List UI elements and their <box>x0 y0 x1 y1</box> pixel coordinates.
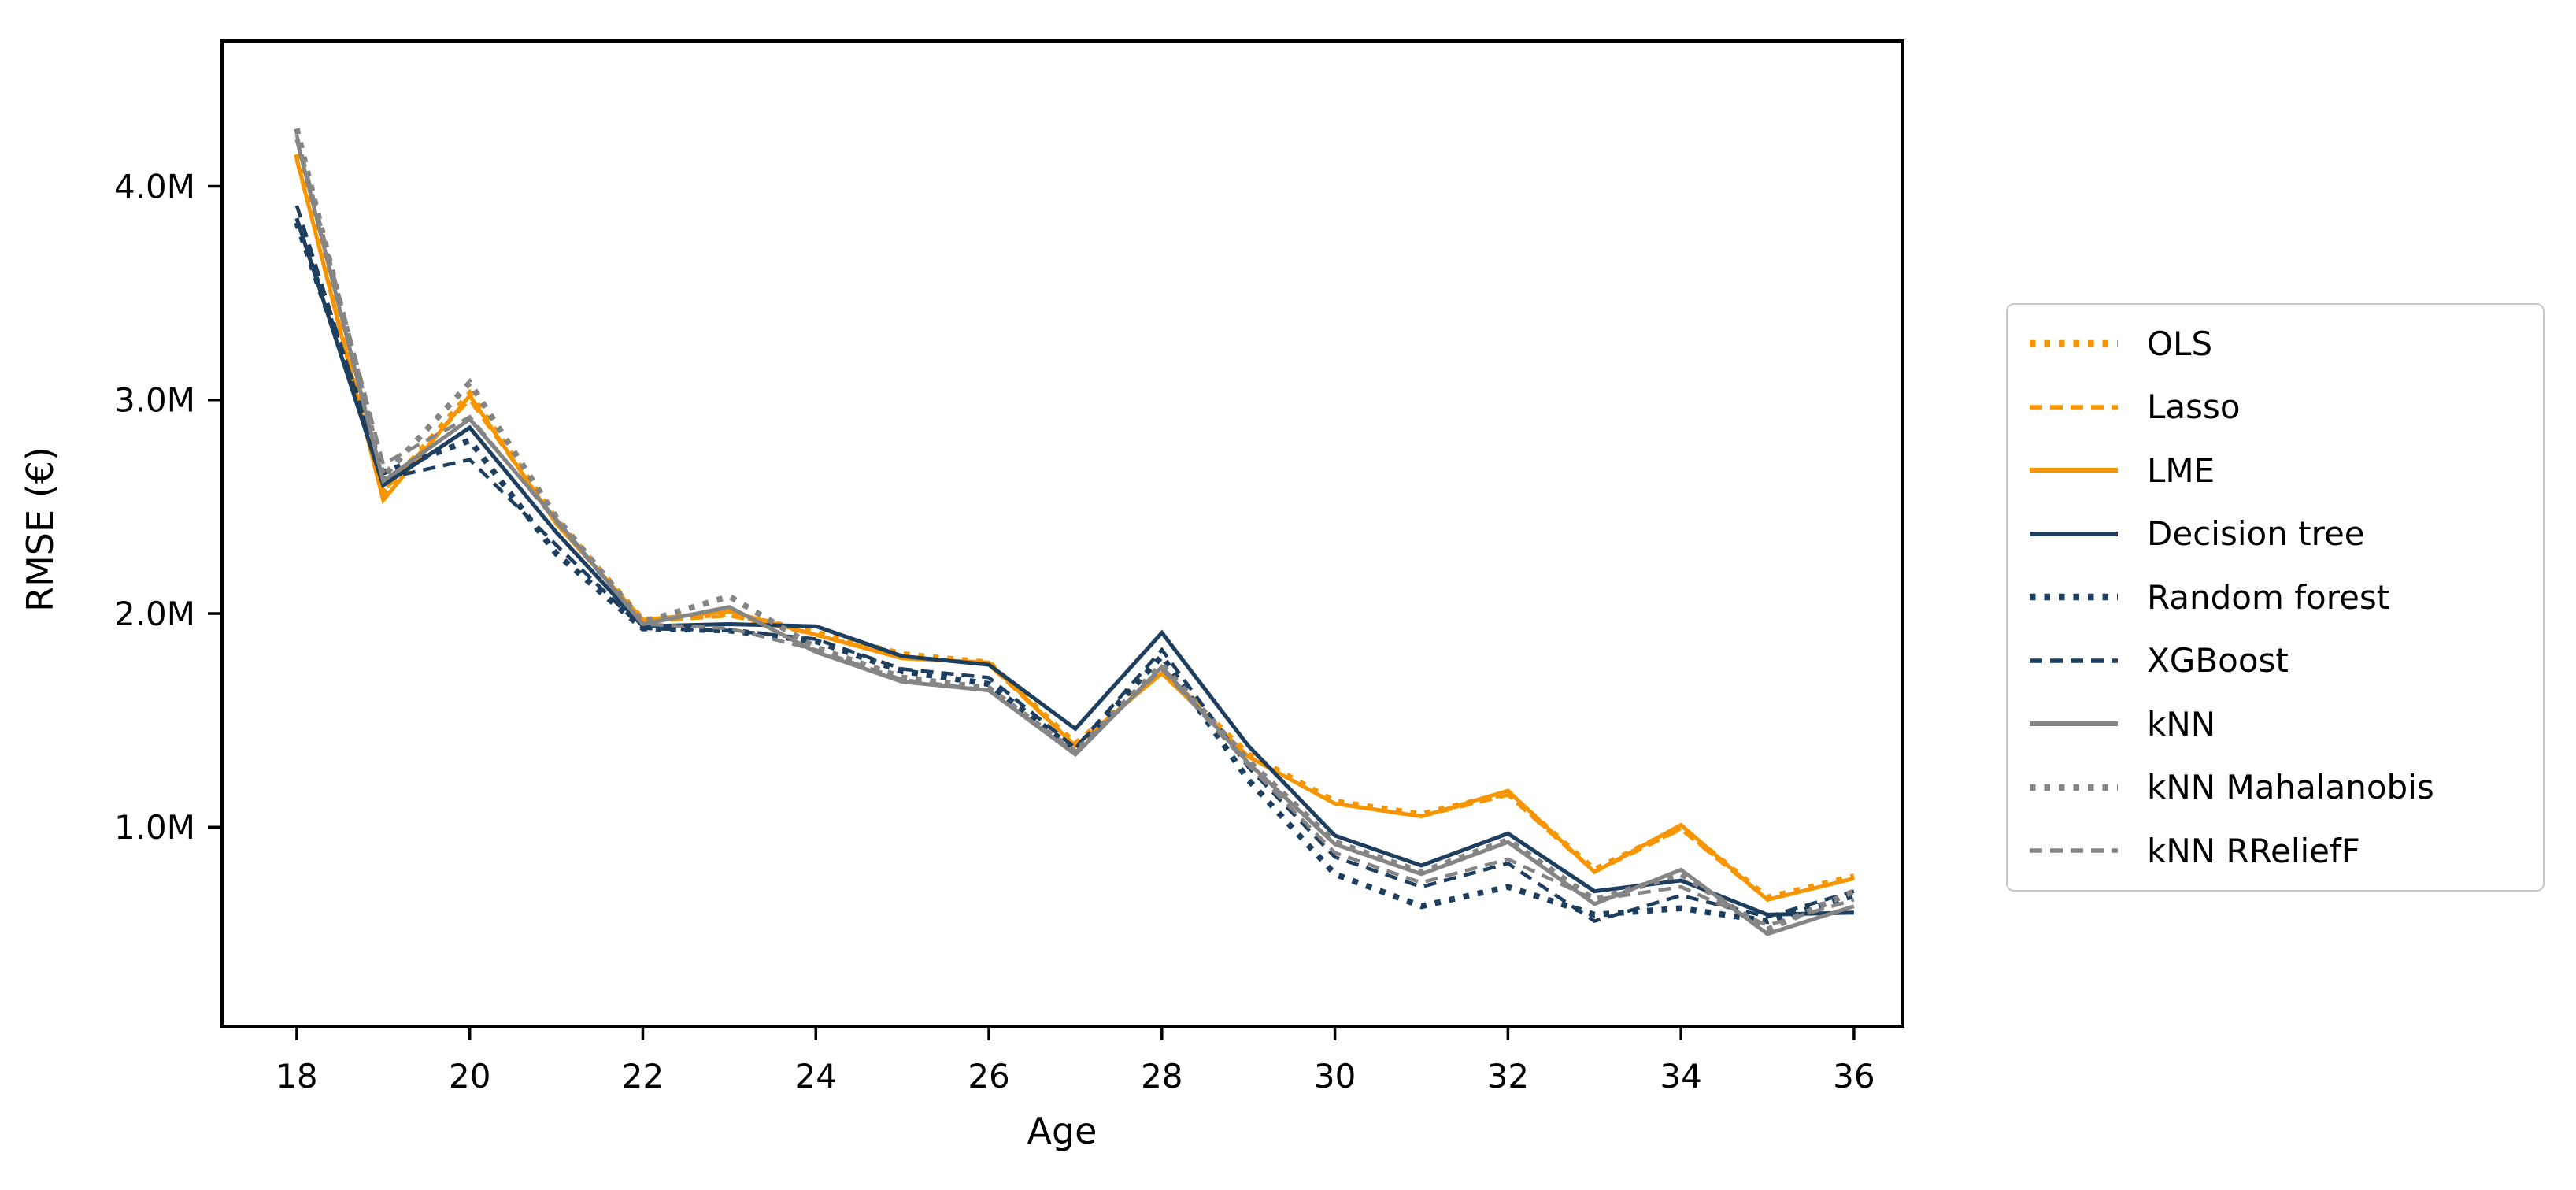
x-tick-label: 18 <box>276 1057 317 1095</box>
series-line-lme <box>294 158 1855 903</box>
x-tick-label: 34 <box>1660 1057 1701 1095</box>
legend-label: XGBoost <box>2147 641 2289 680</box>
legend-label: Decision tree <box>2147 514 2365 554</box>
series-line-decision-tree <box>294 217 1854 917</box>
legend-item-knn-rrelieff: kNN RReliefF <box>2008 819 2543 883</box>
series-lines <box>294 128 1856 936</box>
legend-item-ols: OLS <box>2008 312 2543 376</box>
legend-item-xgboost: XGBoost <box>2008 629 2543 693</box>
legend-sample-line-decision-tree <box>2030 531 2118 536</box>
legend-label: kNN Mahalanobis <box>2147 768 2434 807</box>
series-line-knn-mahalanobis <box>294 128 1856 933</box>
y-tick-label: 4.0M <box>114 167 195 206</box>
x-axis-ticks: 18 20 22 24 26 28 30 32 34 36 <box>276 1026 1875 1095</box>
x-tick-label: 32 <box>1487 1057 1529 1095</box>
legend-sample-line-random-forest <box>2030 594 2118 601</box>
x-tick-label: 24 <box>795 1057 837 1095</box>
y-axis-ticks: 1.0M 2.0M 3.0M 4.0M <box>114 167 222 847</box>
legend-label: kNN <box>2147 704 2216 743</box>
legend-label: Random forest <box>2147 577 2390 617</box>
x-tick-label: 22 <box>622 1057 664 1095</box>
legend-label: LME <box>2147 450 2215 490</box>
x-tick-label: 26 <box>968 1057 1009 1095</box>
y-tick-label: 2.0M <box>114 595 195 633</box>
legend-label: Lasso <box>2147 387 2241 427</box>
series-line-random-forest <box>294 221 1855 925</box>
legend-item-knn: kNN <box>2008 692 2543 756</box>
x-tick-label: 36 <box>1833 1057 1875 1095</box>
legend-item-lasso: Lasso <box>2008 376 2543 439</box>
series-line-knn-rrelieff <box>294 134 1855 928</box>
y-axis-label: RMSE (€) <box>19 447 61 612</box>
legend-label: kNN RReliefF <box>2147 831 2360 870</box>
legend-label: OLS <box>2147 324 2213 363</box>
series-line-xgboost <box>294 205 1855 923</box>
series-line-lasso <box>294 160 1855 902</box>
legend-item-decision-tree: Decision tree <box>2008 502 2543 566</box>
legend-sample-line-lasso <box>2030 405 2118 410</box>
legend-sample-line-knn-rrelieff <box>2030 848 2118 853</box>
legend-item-lme: LME <box>2008 439 2543 502</box>
legend-sample-line-ols <box>2030 340 2118 347</box>
legend-item-random-forest: Random forest <box>2008 565 2543 629</box>
y-tick-label: 3.0M <box>114 381 195 420</box>
legend-sample-line-knn <box>2030 721 2118 727</box>
legend-sample-line-lme <box>2030 468 2118 473</box>
legend-item-knn-mahalanobis: kNN Mahalanobis <box>2008 756 2543 820</box>
series-line-ols <box>294 153 1855 901</box>
x-tick-label: 30 <box>1314 1057 1356 1095</box>
legend-sample-line-xgboost <box>2030 658 2118 663</box>
plot-frame <box>220 39 1904 1028</box>
legend-box: OLS Lasso LME Decision tree Random forest XGB… <box>2006 303 2545 892</box>
series-line-knn <box>294 139 1855 936</box>
legend-sample-line-knn-mahalanobis <box>2030 784 2118 791</box>
x-tick-label: 20 <box>449 1057 490 1095</box>
x-tick-label: 28 <box>1141 1057 1183 1095</box>
y-tick-label: 1.0M <box>114 808 195 847</box>
x-axis-label: Age <box>1027 1110 1097 1152</box>
